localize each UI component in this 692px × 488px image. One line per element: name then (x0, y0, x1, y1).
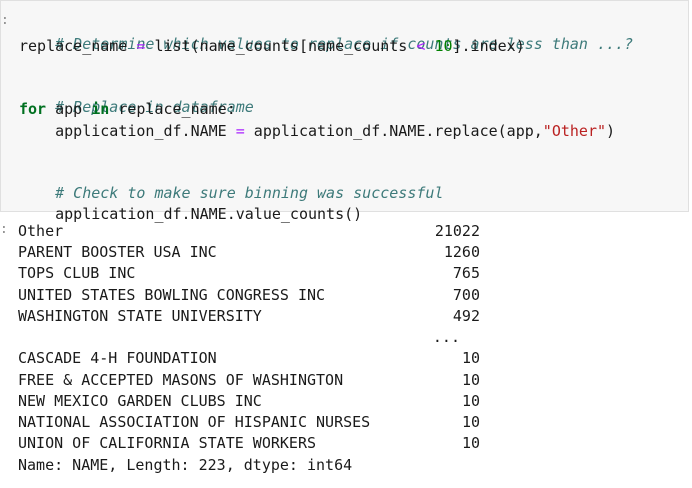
code-line-5: application_df.NAME = application_df.NAM… (19, 121, 615, 141)
output-row-name: Other (18, 222, 64, 240)
code-keyword: in (91, 100, 110, 118)
output-row-value: 765 (452, 264, 480, 282)
output-row-value: 10 (461, 392, 480, 410)
output-row-name: UNITED STATES BOWLING CONGRESS INC (18, 286, 326, 304)
output-footer: Name: NAME, Length: 223, dtype: int64 (18, 456, 353, 474)
code-text: replace_name: (109, 100, 236, 118)
output-prompt-marker: : (0, 222, 8, 237)
code-line-3: # Replace in dataframe (19, 77, 254, 116)
output-row-value: 700 (452, 286, 480, 304)
output-row-name: NEW MEXICO GARDEN CLUBS INC (18, 392, 262, 410)
output-row-name: WASHINGTON STATE UNIVERSITY (18, 307, 262, 325)
code-text: replace_name (19, 37, 137, 55)
code-text: application_df.NAME.replace(app, (244, 122, 543, 140)
code-cell-input[interactable]: : # Determine which values to replace if… (0, 0, 689, 223)
output-row-value: 10 (461, 434, 480, 452)
output-row-value: 10 (461, 413, 480, 431)
code-text: application_df.NAME (19, 122, 236, 140)
output-row-value: 10 (461, 371, 480, 389)
code-operator: = (136, 37, 146, 55)
input-prompt-marker: : (1, 13, 9, 28)
code-text: application_df.NAME.value_counts() (55, 205, 363, 223)
code-line-6: # Check to make sure binning was success… (19, 163, 443, 202)
code-text: ) (606, 122, 616, 140)
output-row-value: 10 (461, 349, 480, 367)
output-row-value: 1260 (443, 243, 480, 261)
code-line-7: application_df.NAME.value_counts() (19, 184, 362, 223)
code-text: list(name_counts[name_counts (145, 37, 417, 55)
code-text: ].index) (452, 37, 525, 55)
output-row-name: NATIONAL ASSOCIATION OF HISPANIC NURSES (18, 413, 371, 431)
output-row-name: FREE & ACCEPTED MASONS OF WASHINGTON (18, 371, 344, 389)
code-comment: # Determine which values to replace if c… (55, 35, 634, 53)
output-row-name: TOPS CLUB INC (18, 264, 136, 282)
output-row-value: 492 (452, 307, 480, 325)
code-number: 10 (434, 37, 453, 55)
code-line-1: # Determine which values to replace if c… (19, 14, 633, 53)
output-row-name: CASCADE 4-H FOUNDATION (18, 349, 217, 367)
output-ellipsis: ... (432, 328, 460, 346)
output-row-name: UNION OF CALIFORNIA STATE WORKERS (18, 434, 317, 452)
code-operator: < (416, 37, 426, 55)
code-text: app (46, 100, 92, 118)
code-operator: = (235, 122, 245, 140)
code-line-2: replace_name = list(name_counts[name_cou… (19, 36, 525, 56)
code-string: "Other" (542, 122, 607, 140)
output-row-name: PARENT BOOSTER USA INC (18, 243, 217, 261)
code-comment: # Check to make sure binning was success… (55, 184, 444, 202)
code-comment: # Replace in dataframe (55, 98, 254, 116)
code-line-4: for app in replace_name: (19, 99, 236, 119)
code-keyword: for (19, 100, 47, 118)
output-row-value: 21022 (434, 222, 480, 240)
